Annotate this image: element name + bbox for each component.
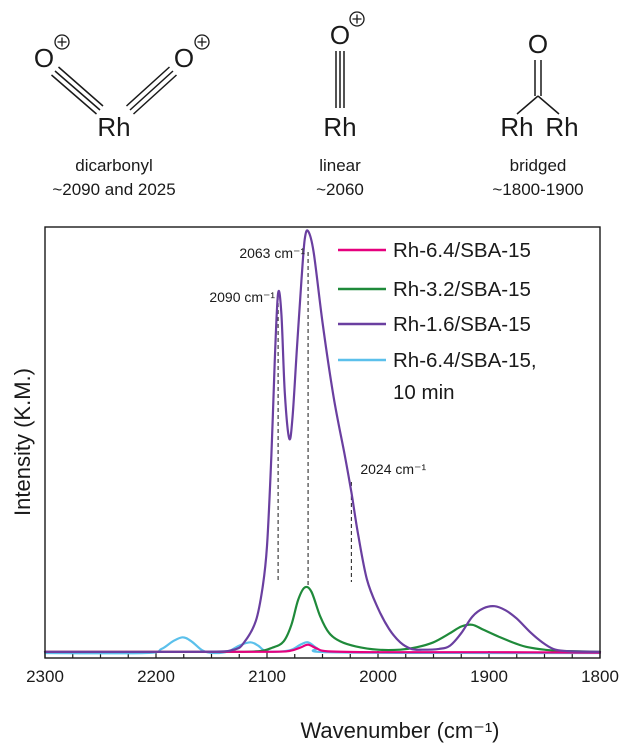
charge-right-icon <box>194 34 210 50</box>
rhodium-label: Rh <box>97 112 130 142</box>
dicarbonyl-name: dicarbonyl <box>75 156 153 175</box>
charge-icon <box>349 11 365 27</box>
legend: Rh-6.4/SBA-15 Rh-3.2/SBA-15 Rh-1.6/SBA-1… <box>338 239 537 404</box>
oxygen-label: O <box>528 29 548 59</box>
oxygen-right-label: O <box>174 43 194 73</box>
charge-plus-icon <box>352 14 362 24</box>
series-line-rh-3.2-sba-15 <box>43 585 602 653</box>
x-tick-label: 1800 <box>581 667 619 686</box>
spectra <box>43 229 602 655</box>
charge-right-plus-icon <box>197 37 207 47</box>
peak-labels: 2090 cm⁻¹ 2063 cm⁻¹ 2024 cm⁻¹ <box>209 245 426 477</box>
series-line-rh-1.6-sba-15 <box>43 229 602 654</box>
linear-range: ~2060 <box>316 180 364 199</box>
triple-bond-left-icon <box>51 66 104 115</box>
peak-reference-lines <box>277 252 352 588</box>
rhodium-right-label: Rh <box>545 112 578 142</box>
x-tick-label: 2300 <box>26 667 64 686</box>
bridged-range: ~1800-1900 <box>492 180 583 199</box>
structure-linear: O Rh linear ~2060 <box>316 11 365 199</box>
triple-bond-right-icon <box>125 66 178 115</box>
triple-bond-icon <box>335 51 345 108</box>
peak-label: 2063 cm⁻¹ <box>239 245 305 261</box>
x-tick-label: 2000 <box>359 667 397 686</box>
x-tick-label: 2100 <box>248 667 286 686</box>
series-line-rh-6.4-sba-15-10-min <box>43 636 602 655</box>
dicarbonyl-range: ~2090 and 2025 <box>52 180 175 199</box>
rhodium-label: Rh <box>323 112 356 142</box>
y-axis-title: Intensity (K.M.) <box>10 368 35 516</box>
charge-left-plus-icon <box>57 37 67 47</box>
legend-label-rh-1.6: Rh-1.6/SBA-15 <box>393 313 531 336</box>
structure-bridged: O Rh Rh bridged ~1800-1900 <box>492 29 583 199</box>
legend-label-rh-6.4-10min: Rh-6.4/SBA-15, <box>393 349 537 372</box>
oxygen-left-label: O <box>34 43 54 73</box>
peak-label: 2090 cm⁻¹ <box>209 289 275 305</box>
double-bond-icon <box>534 60 542 96</box>
rhodium-left-label: Rh <box>500 112 533 142</box>
legend-label-rh-6.4: Rh-6.4/SBA-15 <box>393 239 531 262</box>
x-axis-title: Wavenumber (cm⁻¹) <box>300 718 499 743</box>
plot-frame <box>44 226 601 659</box>
bridge-bonds-icon <box>516 95 560 115</box>
structure-dicarbonyl: O O Rh dicarbonyl ~2090 and 2025 <box>34 34 210 199</box>
oxygen-label: O <box>330 20 350 50</box>
bridged-name: bridged <box>510 156 567 175</box>
legend-label-rh-6.4-10min-line2: 10 min <box>393 381 455 404</box>
charge-left-icon <box>54 34 70 50</box>
linear-name: linear <box>319 156 361 175</box>
legend-label-rh-3.2: Rh-3.2/SBA-15 <box>393 278 531 301</box>
peak-label: 2024 cm⁻¹ <box>360 461 426 477</box>
x-axis-tick-labels: 2300 2200 2100 2000 1900 1800 <box>26 667 619 686</box>
x-tick-label: 2200 <box>137 667 175 686</box>
x-tick-label: 1900 <box>470 667 508 686</box>
ir-spectrum-chart: 2300 2200 2100 2000 1900 1800 2090 cm⁻¹ 2063 c… <box>10 226 619 743</box>
